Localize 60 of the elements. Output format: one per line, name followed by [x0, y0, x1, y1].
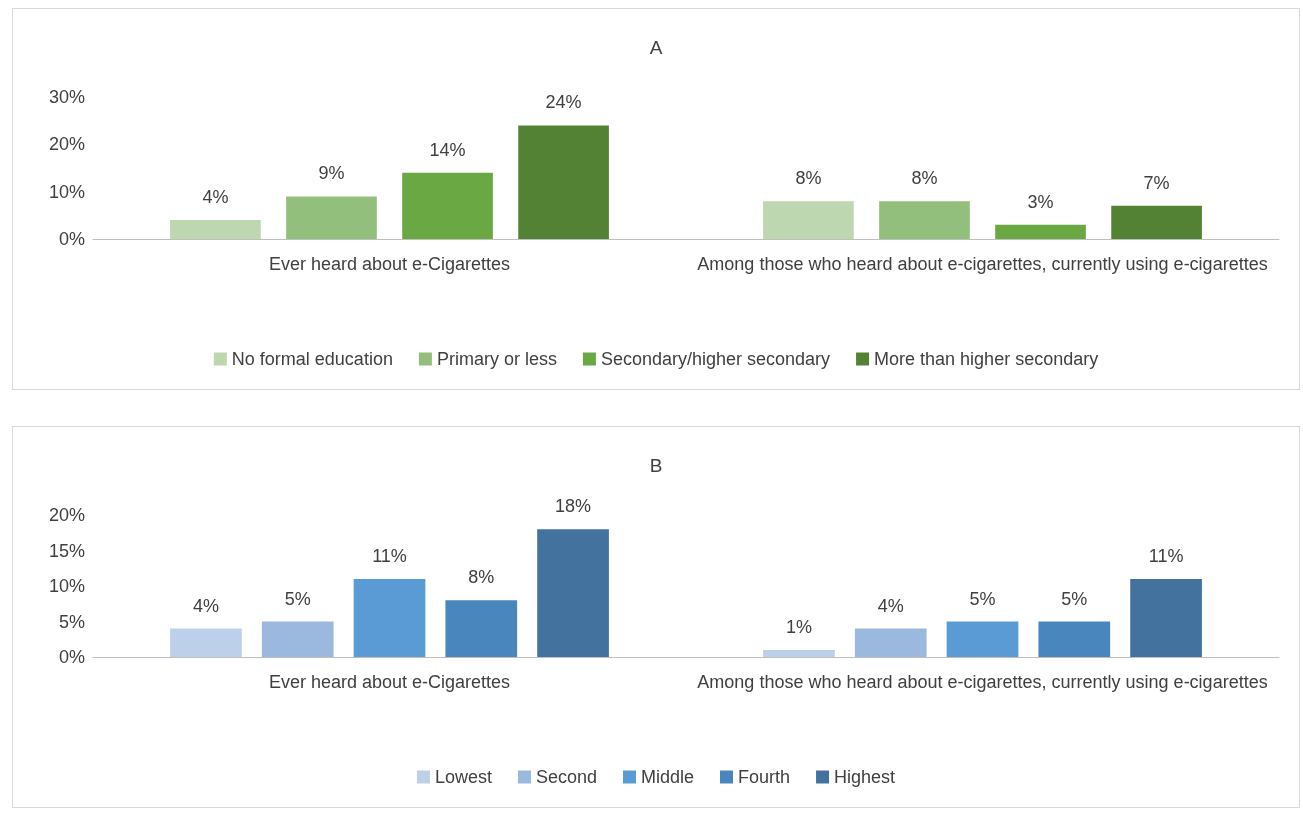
data-label: 4% — [877, 595, 904, 616]
legend-label: Fourth — [738, 767, 791, 787]
data-label: 5% — [969, 588, 996, 609]
y-tick-label: 5% — [58, 611, 85, 632]
y-tick-label: 10% — [48, 181, 85, 202]
data-label: 8% — [468, 567, 495, 588]
bar — [170, 628, 242, 657]
legend-label: More than higher secondary — [874, 349, 1099, 369]
bar — [537, 529, 609, 657]
chart-title: B — [649, 455, 663, 476]
legend-label: No formal education — [231, 349, 393, 369]
bar — [518, 125, 609, 239]
y-tick-label: 15% — [48, 540, 85, 561]
y-tick-label: 0% — [58, 647, 85, 667]
legend-label: Primary or less — [436, 349, 557, 369]
y-tick-label: 20% — [48, 134, 85, 155]
data-label: 18% — [555, 496, 592, 517]
bar — [1130, 578, 1202, 657]
data-label: 11% — [1148, 545, 1184, 566]
legend-label: Secondary/higher secondary — [600, 349, 831, 369]
data-label: 24% — [545, 92, 582, 113]
bar — [402, 172, 493, 239]
data-label: 14% — [429, 139, 466, 160]
bar — [1111, 205, 1202, 239]
data-label: 5% — [1061, 588, 1088, 609]
y-tick-label: 20% — [48, 505, 85, 525]
bar — [854, 628, 927, 657]
bar — [763, 649, 835, 657]
x-tick-label: Ever heard about e-Cigarettes — [268, 254, 511, 274]
y-tick-label: 10% — [48, 576, 85, 596]
data-label: 3% — [1027, 191, 1054, 212]
bar — [946, 621, 1019, 657]
data-label: 8% — [795, 168, 822, 189]
data-label: 1% — [785, 616, 812, 637]
bar — [286, 196, 377, 239]
data-label: 7% — [1143, 172, 1170, 193]
chart-title: A — [649, 37, 663, 58]
bar — [995, 224, 1086, 239]
bar — [879, 201, 970, 239]
y-tick-label: 0% — [58, 229, 85, 249]
bar — [763, 201, 854, 239]
data-label: 8% — [911, 168, 938, 189]
legend-label: Second — [535, 767, 598, 787]
y-tick-label: 30% — [48, 87, 85, 107]
bar — [445, 600, 518, 657]
x-tick-label: Among those who heard about e-cigarettes, currently using e-cigarettes — [697, 672, 1268, 692]
data-label: 4% — [192, 595, 219, 616]
data-label: 5% — [284, 588, 311, 609]
bar — [170, 220, 261, 239]
legend-label: Highest — [834, 767, 896, 787]
data-label: 9% — [318, 163, 345, 184]
bar — [353, 578, 426, 657]
bar — [1038, 621, 1111, 657]
x-tick-label: Among those who heard about e-cigarettes, currently using e-cigarettes — [697, 254, 1268, 274]
data-label: 4% — [202, 187, 229, 208]
legend-label: Middle — [641, 767, 695, 787]
x-tick-label: Ever heard about e-Cigarettes — [268, 672, 511, 692]
legend-label: Lowest — [434, 767, 492, 787]
bar — [261, 621, 334, 657]
data-label: 11% — [372, 545, 407, 566]
